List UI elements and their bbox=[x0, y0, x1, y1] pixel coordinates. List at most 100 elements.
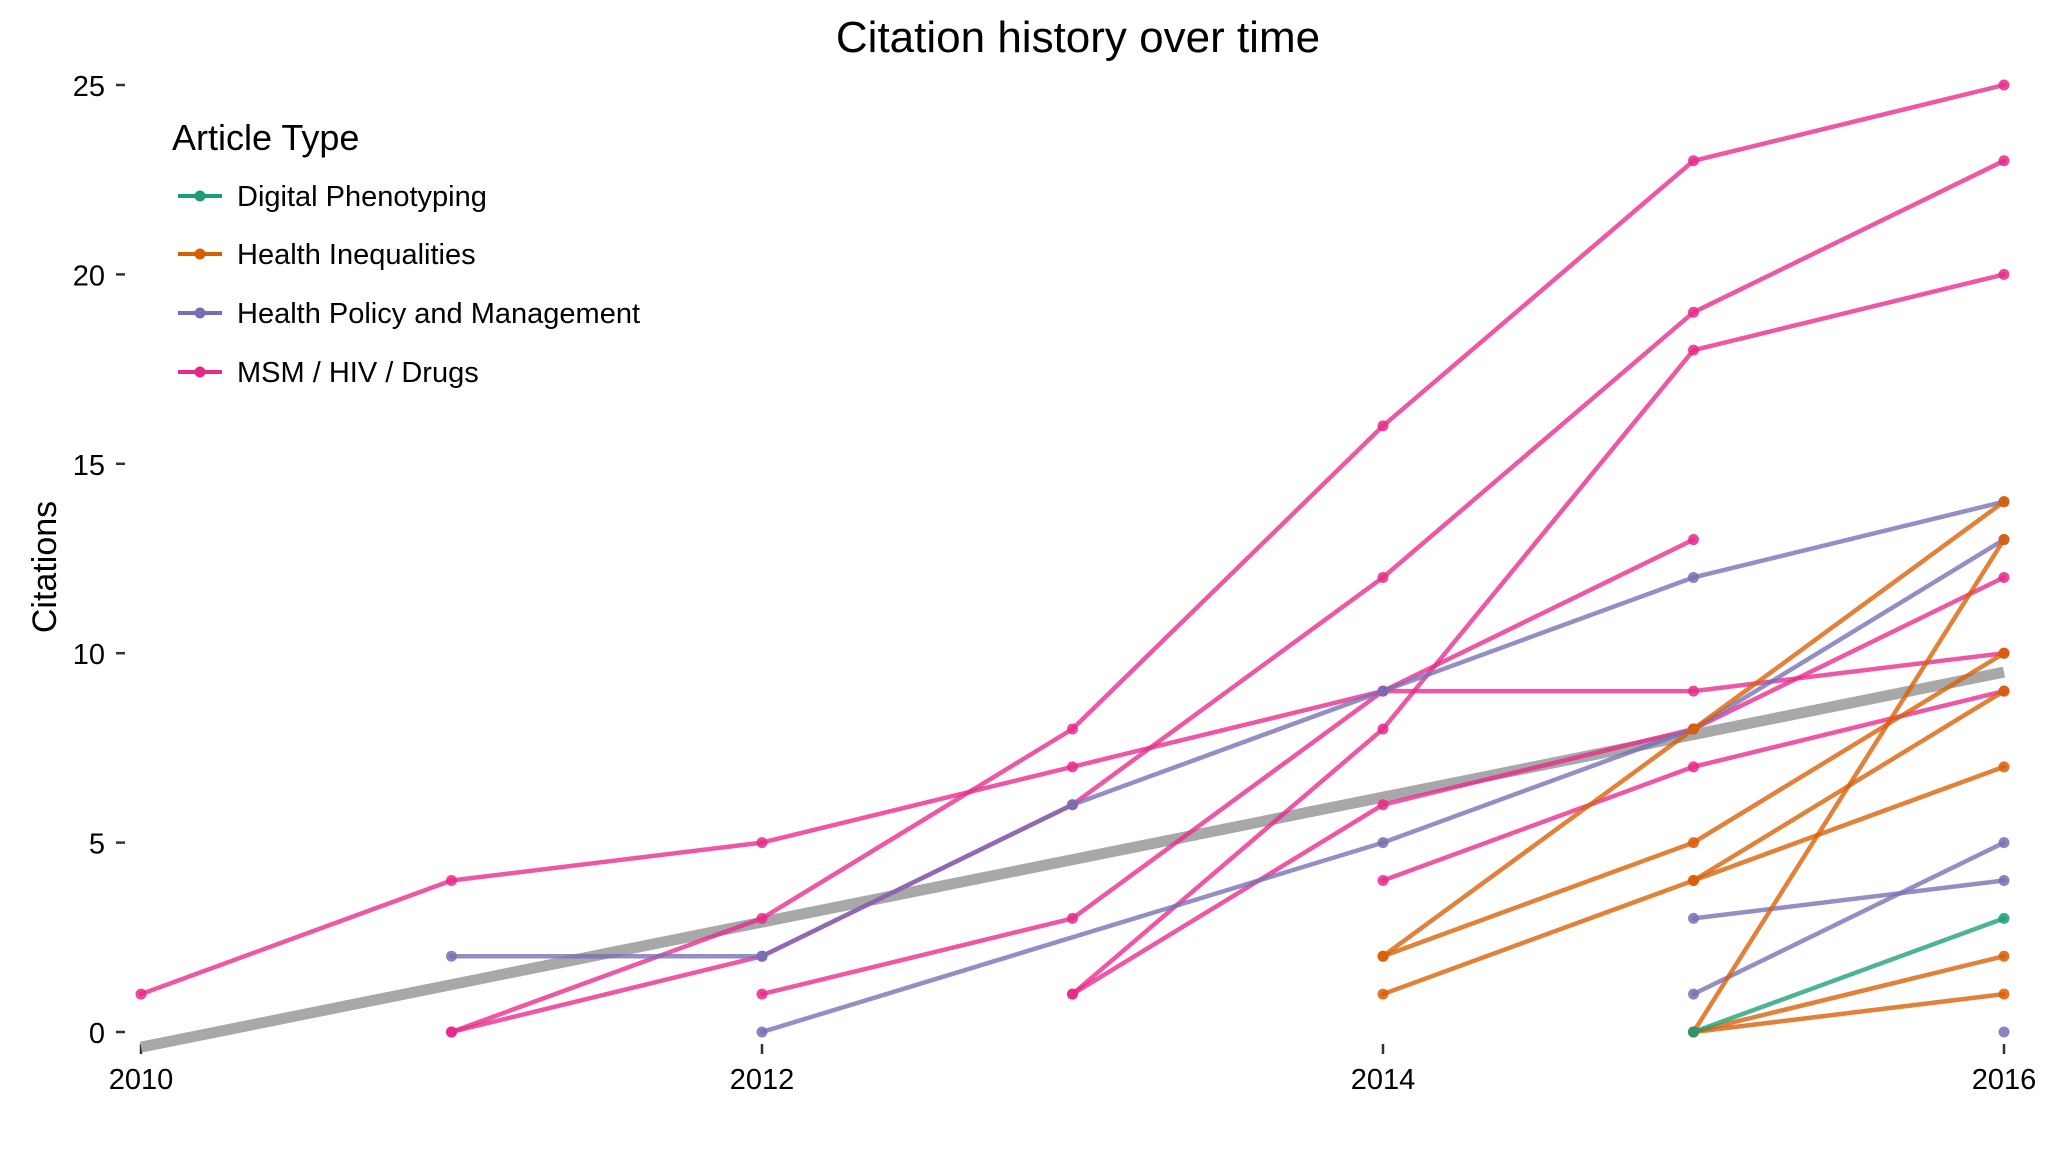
legend-swatch-dot bbox=[194, 190, 206, 202]
series-health-inequalities bbox=[1688, 534, 2010, 1038]
data-point bbox=[1377, 988, 1389, 1000]
data-point bbox=[1688, 761, 1699, 773]
data-point bbox=[756, 1026, 768, 1038]
x-tick-label: 2016 bbox=[1972, 1064, 2037, 1096]
series-health-policy-and-management bbox=[1688, 874, 2010, 924]
data-point bbox=[1688, 912, 1699, 924]
data-point bbox=[1998, 988, 2010, 1000]
data-point bbox=[1998, 874, 2010, 886]
data-point bbox=[1688, 306, 1699, 318]
chart-title: Citation history over time bbox=[836, 13, 1320, 62]
series-digital-phenotyping bbox=[1688, 912, 2010, 1038]
series-line bbox=[1691, 916, 2007, 1035]
data-point bbox=[1998, 685, 2010, 697]
data-point bbox=[756, 912, 768, 924]
data-point bbox=[1067, 723, 1078, 735]
data-point bbox=[1998, 268, 2010, 280]
y-axis-label: Citations bbox=[26, 501, 64, 633]
data-point bbox=[1377, 837, 1389, 849]
x-tick-label: 2012 bbox=[730, 1064, 795, 1096]
legend-title: Article Type bbox=[172, 117, 359, 158]
data-point bbox=[1688, 534, 1699, 546]
legend: Article Type Digital Phenotyping Health … bbox=[172, 117, 640, 389]
data-point bbox=[1998, 571, 2010, 583]
y-tick-label: 25 bbox=[73, 71, 105, 103]
data-point bbox=[1998, 155, 2010, 167]
data-point bbox=[756, 950, 768, 962]
series-line bbox=[1070, 575, 2007, 997]
data-point bbox=[1377, 420, 1389, 432]
y-tick-label: 5 bbox=[89, 829, 105, 861]
data-point bbox=[1688, 344, 1699, 356]
x-axis: 2010 2012 2014 2016 bbox=[109, 1044, 2037, 1096]
data-point bbox=[1377, 723, 1389, 735]
data-point bbox=[756, 837, 768, 849]
x-tick-label: 2014 bbox=[1351, 1064, 1416, 1096]
data-point bbox=[1688, 837, 1699, 849]
legend-item-msm-hiv-drugs: MSM / HIV / Drugs bbox=[178, 357, 479, 389]
series-line bbox=[1691, 840, 2007, 997]
data-point bbox=[1067, 988, 1078, 1000]
data-point bbox=[1688, 571, 1699, 583]
data-point bbox=[1377, 571, 1389, 583]
series-msm-hiv-drugs bbox=[756, 534, 1699, 1000]
series-line bbox=[1691, 991, 2007, 1035]
data-point bbox=[446, 950, 457, 962]
y-tick-label: 10 bbox=[73, 639, 105, 671]
legend-label: MSM / HIV / Drugs bbox=[237, 357, 479, 389]
data-point bbox=[1377, 799, 1389, 811]
series-line bbox=[1380, 688, 2007, 883]
data-point bbox=[1998, 912, 2010, 924]
data-point bbox=[1998, 496, 2010, 508]
series-health-policy-and-management bbox=[1688, 837, 2010, 1000]
series-line bbox=[759, 537, 1696, 997]
legend-label: Health Inequalities bbox=[237, 239, 476, 271]
series-health-inequalities bbox=[1377, 647, 2010, 962]
y-tick-label: 15 bbox=[73, 450, 105, 482]
legend-item-digital-phenotyping: Digital Phenotyping bbox=[178, 181, 487, 213]
data-point bbox=[1377, 685, 1389, 697]
series-health-policy-and-management bbox=[1998, 1026, 2010, 1038]
series-line bbox=[759, 537, 2007, 1035]
data-point bbox=[1998, 761, 2010, 773]
data-point bbox=[446, 1026, 457, 1038]
legend-item-health-inequalities: Health Inequalities bbox=[178, 239, 476, 271]
series-layer bbox=[135, 79, 2010, 1038]
series-line bbox=[1691, 537, 2007, 1035]
legend-label: Digital Phenotyping bbox=[237, 181, 487, 213]
data-point bbox=[135, 988, 147, 1000]
legend-swatch-dot bbox=[194, 307, 206, 319]
data-point bbox=[1067, 761, 1078, 773]
data-point bbox=[1998, 534, 2010, 546]
data-point bbox=[1688, 1026, 1699, 1038]
data-point bbox=[446, 874, 457, 886]
data-point bbox=[1998, 950, 2010, 962]
y-tick-label: 20 bbox=[73, 260, 105, 292]
data-point bbox=[1377, 950, 1389, 962]
data-point bbox=[1998, 837, 2010, 849]
series-line bbox=[449, 158, 2007, 1035]
data-point bbox=[1688, 988, 1699, 1000]
x-tick-label: 2010 bbox=[109, 1064, 174, 1096]
data-point bbox=[1067, 799, 1078, 811]
data-point bbox=[1998, 79, 2010, 91]
legend-swatch-dot bbox=[194, 248, 206, 260]
data-point bbox=[1688, 685, 1699, 697]
legend-item-health-policy-and-management: Health Policy and Management bbox=[178, 298, 640, 330]
series-line bbox=[449, 82, 2007, 1035]
series-line bbox=[1380, 650, 2007, 959]
trend-line bbox=[139, 666, 2006, 1053]
series-msm-hiv-drugs bbox=[1377, 685, 2010, 886]
series-line bbox=[1070, 272, 2007, 997]
legend-swatch-dot bbox=[194, 366, 206, 378]
data-point bbox=[1688, 723, 1699, 735]
data-point bbox=[756, 988, 768, 1000]
series-line bbox=[1691, 953, 2007, 1035]
trend-line-layer bbox=[139, 666, 2006, 1053]
series-health-policy-and-management bbox=[756, 534, 2010, 1038]
y-tick-label: 0 bbox=[89, 1018, 105, 1050]
data-point bbox=[1377, 874, 1389, 886]
data-point bbox=[1998, 1026, 2010, 1038]
